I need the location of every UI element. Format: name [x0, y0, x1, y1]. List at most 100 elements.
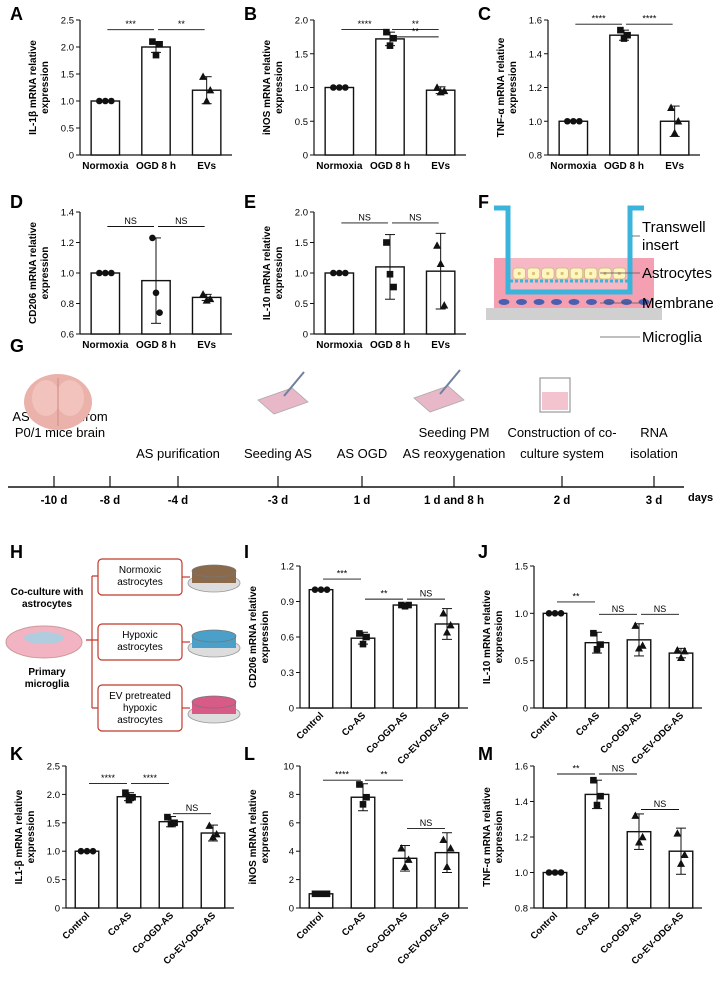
y-axis-label: expression — [274, 61, 285, 114]
data-point-0-1 — [336, 84, 343, 91]
panel-letter-a: A — [10, 4, 23, 24]
data-point-2-0 — [397, 844, 406, 852]
microglia-cell — [586, 299, 597, 305]
x-tick-label: Normoxia — [82, 161, 129, 172]
transwell-cuvette-icon — [539, 377, 571, 413]
bar-0 — [542, 871, 568, 909]
y-tick-label: 1.0 — [47, 847, 60, 858]
data-point-0-2 — [323, 586, 331, 593]
data-point-2-0 — [199, 290, 208, 298]
data-point-1-1 — [152, 51, 160, 59]
significance-label: NS — [654, 799, 667, 809]
x-tick-label: Normoxia — [550, 161, 597, 172]
data-point-0-1 — [102, 269, 109, 277]
bar-2 — [392, 604, 418, 709]
bar-0 — [90, 100, 121, 156]
significance-label: NS — [409, 212, 422, 222]
significance-label: NS — [612, 604, 625, 614]
data-point-2-0 — [433, 241, 442, 249]
bar-0 — [324, 272, 355, 335]
y-tick-label: 1.4 — [529, 49, 542, 60]
panel-letter-f: F — [478, 192, 489, 212]
significance-label: **** — [358, 19, 373, 29]
x-tick-label: Co-OGD-AS — [364, 910, 410, 956]
label-microglia: Microglia — [642, 329, 703, 346]
condition-label: astrocytes — [117, 577, 163, 588]
astrocyte-nucleus — [589, 271, 593, 276]
x-tick-label: Co-AS — [340, 910, 368, 938]
y-axis-label: CD206 mRNA relative — [28, 222, 39, 324]
microglia-cell — [533, 299, 545, 305]
y-tick-label: 0.5 — [47, 875, 60, 886]
timeline-day-label: -8 d — [100, 495, 120, 507]
x-tick-label: Co-OGD-AS — [598, 710, 644, 756]
data-point-0-0 — [77, 847, 85, 855]
data-point-1-2 — [129, 793, 136, 801]
y-tick-label: 2.0 — [295, 16, 308, 27]
astrocyte-nucleus — [603, 271, 607, 276]
data-point-0-0 — [330, 84, 337, 91]
x-tick-label: Co-AS — [574, 710, 602, 738]
data-point-2-2 — [206, 294, 215, 303]
bar-1 — [116, 795, 142, 909]
data-point-2-1 — [167, 820, 175, 828]
data-point-2-1 — [670, 128, 679, 137]
coculture-label-1: Co-culture with — [11, 587, 84, 598]
significance-label: ** — [380, 589, 388, 599]
transwell-schematic: Transwell insert Astrocytes Membrane Mic… — [486, 205, 714, 346]
data-point-1-1 — [593, 801, 601, 809]
y-tick-label: 1.0 — [295, 269, 308, 280]
data-point-3-0 — [205, 821, 214, 829]
timeline-event-label: AS OGD — [337, 446, 388, 461]
data-point-2-1 — [401, 862, 409, 871]
y-axis-label: iNOS mRNA relative — [262, 39, 273, 135]
data-point-1-1 — [359, 801, 367, 808]
microglia-cell — [638, 299, 650, 305]
chart-k: 0 0.5 1.0 1.5 2.0 2.5 IL1-β mRNA relative expre… — [14, 762, 234, 967]
timeline-axis-label: days — [688, 492, 713, 504]
y-axis-label: TNF-α mRNA relative — [496, 37, 507, 137]
y-axis-label: expression — [494, 811, 505, 864]
x-tick-label: EVs — [665, 161, 684, 172]
data-point-2-1 — [401, 602, 409, 610]
timeline-event-label: P0/1 mice brain — [15, 425, 105, 440]
data-point-3-0 — [439, 609, 448, 617]
y-tick-label: 1.4 — [61, 208, 74, 219]
data-point-1-2 — [156, 41, 163, 48]
bar-1 — [584, 793, 610, 909]
data-point-0-0 — [96, 97, 103, 105]
y-tick-label: 0.5 — [295, 299, 308, 310]
timeline-event-label: AS purification — [136, 446, 220, 461]
data-point-2-0 — [433, 83, 442, 91]
x-tick-label: Co-AS — [340, 710, 368, 738]
chart-e: 0 0.5 1.0 1.5 2.0 IL-10 mRNA relative expressi… — [262, 208, 466, 351]
data-point-1-0 — [383, 239, 390, 246]
data-point-2-2 — [674, 117, 683, 125]
data-point-2-0 — [199, 72, 208, 80]
significance-label: NS — [124, 216, 137, 226]
data-point-2-1 — [635, 838, 643, 846]
data-point-0-2 — [557, 610, 565, 617]
significance-label: NS — [420, 818, 433, 828]
transwell-insert-tube — [494, 205, 644, 295]
data-point-1-1 — [359, 640, 367, 648]
condition-label: Hypoxic — [122, 630, 158, 641]
data-point-2-1 — [202, 96, 211, 105]
bar-0 — [324, 86, 355, 156]
y-axis-label: expression — [494, 611, 505, 664]
y-tick-label: 1.5 — [295, 238, 308, 249]
y-tick-label: 1.2 — [61, 238, 74, 249]
data-point-1-2 — [597, 641, 604, 648]
culture-plate-pipette-icon — [413, 369, 465, 413]
data-point-1-0 — [590, 776, 597, 784]
data-point-1-1 — [386, 270, 394, 278]
timeline-day-label: -10 d — [41, 495, 68, 507]
x-tick-label: OGD 8 h — [370, 161, 410, 172]
data-point-1-0 — [149, 38, 156, 45]
data-point-1-0 — [122, 789, 129, 796]
timeline-day-label: 1 d — [354, 495, 371, 507]
significance-label: ** — [572, 763, 580, 773]
data-point-2-0 — [631, 811, 640, 819]
panel-letter-l: L — [244, 744, 255, 764]
